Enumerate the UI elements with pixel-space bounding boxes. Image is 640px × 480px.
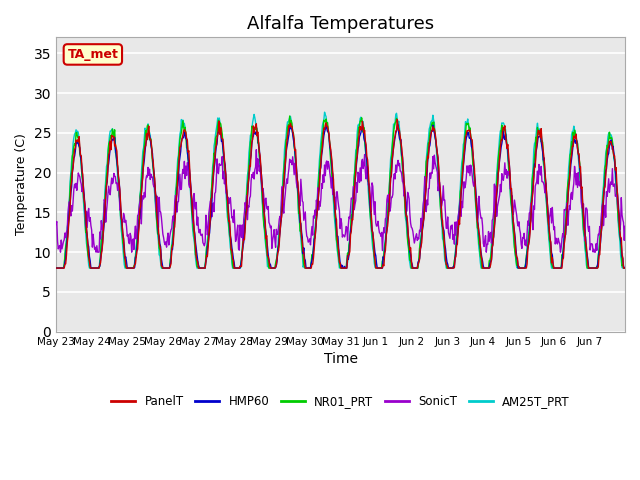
Title: Alfalfa Temperatures: Alfalfa Temperatures [247, 15, 434, 33]
Text: TA_met: TA_met [67, 48, 118, 61]
Y-axis label: Temperature (C): Temperature (C) [15, 133, 28, 236]
X-axis label: Time: Time [324, 352, 358, 366]
Legend: PanelT, HMP60, NR01_PRT, SonicT, AM25T_PRT: PanelT, HMP60, NR01_PRT, SonicT, AM25T_P… [107, 391, 574, 413]
